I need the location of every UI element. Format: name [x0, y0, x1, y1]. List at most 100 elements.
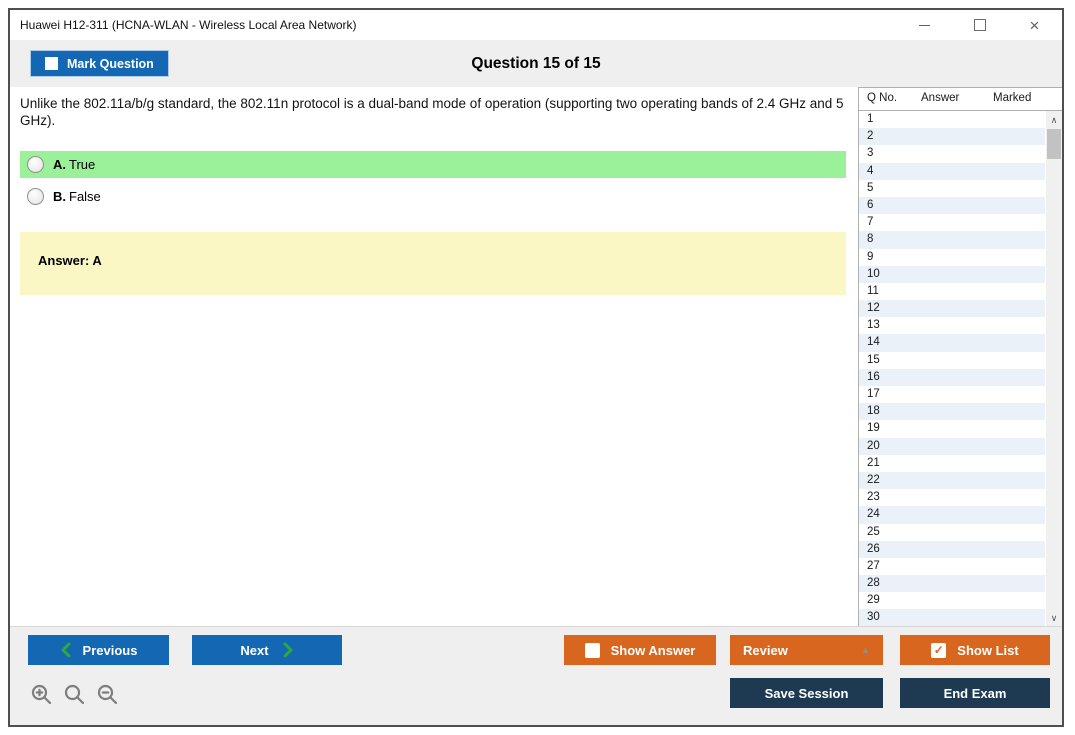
option-b-radio-icon[interactable]	[27, 188, 44, 205]
column-header-marked: Marked	[993, 92, 1032, 104]
question-list-header: Q No. Answer Marked	[859, 88, 1062, 111]
question-list-row[interactable]: 23	[859, 489, 1045, 506]
question-number: 17	[867, 388, 880, 400]
question-list-row[interactable]: 26	[859, 540, 1045, 558]
window-controls: ×	[897, 10, 1062, 40]
question-list-row[interactable]: 27	[859, 558, 1045, 575]
answer-text: Answer: A	[38, 253, 102, 268]
question-number: 10	[867, 267, 880, 280]
save-session-button[interactable]: Save Session	[730, 678, 883, 708]
zoom-in-icon[interactable]	[30, 683, 54, 707]
show-list-button[interactable]: ✓ Show List	[900, 635, 1050, 665]
question-number: 18	[867, 405, 880, 418]
close-icon[interactable]: ×	[1029, 15, 1040, 35]
mark-question-checkbox-icon[interactable]	[45, 57, 58, 70]
zoom-reset-icon[interactable]	[63, 683, 87, 707]
question-list-row[interactable]: 15	[859, 352, 1045, 369]
question-number: 7	[867, 216, 874, 229]
question-list-row[interactable]: 8	[859, 231, 1045, 249]
next-button[interactable]: Next	[192, 635, 342, 665]
question-list-row[interactable]: 13	[859, 317, 1045, 334]
question-number: 20	[867, 439, 880, 452]
question-number: 3	[867, 147, 874, 160]
mark-question-button[interactable]: Mark Question	[30, 50, 169, 77]
option-b-label: B. False	[53, 189, 101, 204]
chevron-right-icon	[283, 642, 293, 658]
option-a-label: A. True	[53, 157, 95, 172]
question-list-row[interactable]: 18	[859, 403, 1045, 421]
question-number: 14	[867, 336, 880, 349]
option-a[interactable]: A. True	[20, 151, 846, 178]
zoom-out-icon[interactable]	[96, 683, 120, 707]
question-counter: Question 15 of 15	[471, 54, 601, 72]
header-band: Question 15 of 15 Mark Question	[10, 40, 1062, 87]
review-dropdown-button[interactable]: Review ▲	[730, 635, 883, 665]
column-header-answer: Answer	[921, 92, 960, 104]
question-list-row[interactable]: 5	[859, 180, 1045, 197]
question-number: 23	[867, 491, 880, 504]
question-number: 9	[867, 250, 874, 263]
option-b[interactable]: B. False	[20, 183, 846, 210]
save-session-label: Save Session	[764, 685, 849, 701]
scrollbar-thumb[interactable]	[1047, 129, 1061, 159]
question-number: 5	[867, 181, 874, 194]
question-list-scrollbar[interactable]: ∧ ∨	[1046, 111, 1062, 627]
show-answer-checkbox-icon[interactable]	[584, 642, 600, 658]
question-list-row[interactable]: 11	[859, 283, 1045, 300]
scrollbar-up-icon[interactable]: ∧	[1050, 115, 1058, 125]
question-list-row[interactable]: 28	[859, 575, 1045, 593]
minimize-icon[interactable]	[897, 10, 952, 40]
question-list-row[interactable]: 4	[859, 162, 1045, 180]
question-number: 12	[867, 302, 880, 315]
chevron-up-icon: ▲	[861, 644, 870, 655]
question-list-row[interactable]: 25	[859, 524, 1045, 541]
end-exam-button[interactable]: End Exam	[900, 678, 1050, 708]
show-answer-button[interactable]: Show Answer	[564, 635, 716, 665]
option-b-text: False	[69, 189, 101, 204]
app-window: Huawei H12-311 (HCNA-WLAN - Wireless Loc…	[8, 8, 1064, 727]
review-label: Review	[743, 642, 788, 658]
chevron-left-icon	[61, 642, 71, 658]
question-list-body: 1 2 3 4 5 6 7 8 9 10 11 12 13 14 15 16 17 18 19 20 21 22 23 24 2…	[859, 111, 1045, 627]
question-number: 13	[867, 319, 880, 332]
question-list-row[interactable]: 29	[859, 592, 1045, 609]
question-list-row[interactable]: 9	[859, 249, 1045, 266]
question-list-row[interactable]: 3	[859, 145, 1045, 162]
question-number: 11	[867, 284, 879, 297]
question-list-row[interactable]: 14	[859, 334, 1045, 352]
question-list-row[interactable]: 7	[859, 214, 1045, 231]
question-list-row[interactable]: 12	[859, 300, 1045, 318]
option-b-letter: B.	[53, 189, 66, 204]
question-list-row[interactable]: 19	[859, 420, 1045, 437]
show-list-label: Show List	[957, 642, 1019, 658]
question-list-row[interactable]: 21	[859, 455, 1045, 472]
question-number: 16	[867, 370, 880, 383]
question-number: 19	[867, 422, 880, 435]
zoom-controls	[30, 683, 120, 707]
question-list-row[interactable]: 30	[859, 609, 1045, 627]
main-content: Unlike the 802.11a/b/g standard, the 802…	[10, 87, 1062, 627]
question-list-row[interactable]: 17	[859, 386, 1045, 403]
question-list-row[interactable]: 24	[859, 506, 1045, 524]
column-header-qno: Q No.	[867, 92, 898, 104]
previous-button[interactable]: Previous	[28, 635, 169, 665]
question-number: 30	[867, 611, 880, 624]
question-number: 4	[867, 164, 874, 177]
question-list-row[interactable]: 10	[859, 265, 1045, 283]
scrollbar-down-icon[interactable]: ∨	[1050, 613, 1058, 623]
question-list-panel: Q No. Answer Marked 1 2 3 4 5 6 7 8 9 10 11 12 13 14 1…	[858, 87, 1062, 627]
question-list-row[interactable]: 22	[859, 471, 1045, 490]
question-list-row[interactable]: 1	[859, 111, 1045, 128]
question-list-row[interactable]: 20	[859, 437, 1045, 455]
end-exam-label: End Exam	[943, 685, 1007, 701]
question-number: 22	[867, 473, 880, 486]
show-answer-label: Show Answer	[610, 642, 696, 658]
question-list-row[interactable]: 16	[859, 368, 1045, 386]
question-number: 24	[867, 508, 880, 521]
option-a-radio-icon[interactable]	[27, 156, 44, 173]
option-a-text: True	[69, 157, 96, 172]
show-list-checkbox-icon[interactable]: ✓	[931, 642, 947, 658]
maximize-icon[interactable]	[952, 10, 1007, 40]
question-list-row[interactable]: 6	[859, 196, 1045, 215]
question-list-row[interactable]: 2	[859, 128, 1045, 146]
